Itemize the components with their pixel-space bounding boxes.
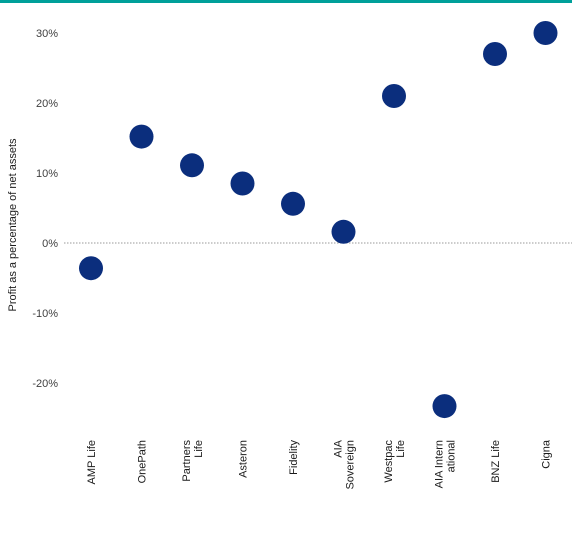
y-axis-title: Profit as a percentage of net assets	[7, 138, 19, 312]
data-point	[432, 394, 457, 419]
x-category-label: AMP Life	[86, 440, 98, 484]
x-category-label: Life	[193, 440, 205, 458]
data-points	[79, 21, 558, 419]
data-point	[281, 191, 305, 216]
y-tick-label: 20%	[36, 98, 58, 110]
top-accent-rule	[0, 0, 572, 3]
x-category-label: Cigna	[541, 439, 553, 469]
y-tick-label: 10%	[36, 168, 58, 180]
x-category-label: ational	[446, 440, 458, 472]
data-point	[331, 219, 356, 244]
x-category-label: Fidelity	[288, 440, 300, 475]
data-point	[483, 42, 507, 66]
data-point	[129, 124, 154, 149]
x-category-label: AIA	[333, 439, 345, 457]
x-axis-labels: AMP Life OnePath Partners Life Asteron Fideli…	[86, 439, 553, 489]
x-category-label: Sovereign	[345, 440, 357, 490]
data-point	[533, 21, 558, 45]
data-point	[79, 256, 103, 281]
x-category-label: Life	[395, 440, 407, 458]
y-tick-label: 0%	[42, 238, 58, 250]
x-category-label: Partners	[181, 440, 193, 482]
y-tick-label: 30%	[36, 28, 58, 40]
y-tick-label: -20%	[32, 378, 58, 390]
y-axis: 30% 20% 10% 0% -10% -20%	[32, 28, 58, 390]
x-category-label: AIA Intern	[434, 440, 446, 488]
x-category-label: BNZ Life	[490, 440, 502, 483]
data-point	[382, 84, 406, 108]
data-point	[180, 153, 204, 178]
data-point	[230, 171, 255, 196]
x-category-label: Westpac	[383, 440, 395, 483]
x-category-label: Asteron	[238, 440, 250, 478]
x-category-label: OnePath	[137, 440, 149, 483]
y-tick-label: -10%	[32, 308, 58, 320]
blank-panel	[0, 498, 10, 534]
